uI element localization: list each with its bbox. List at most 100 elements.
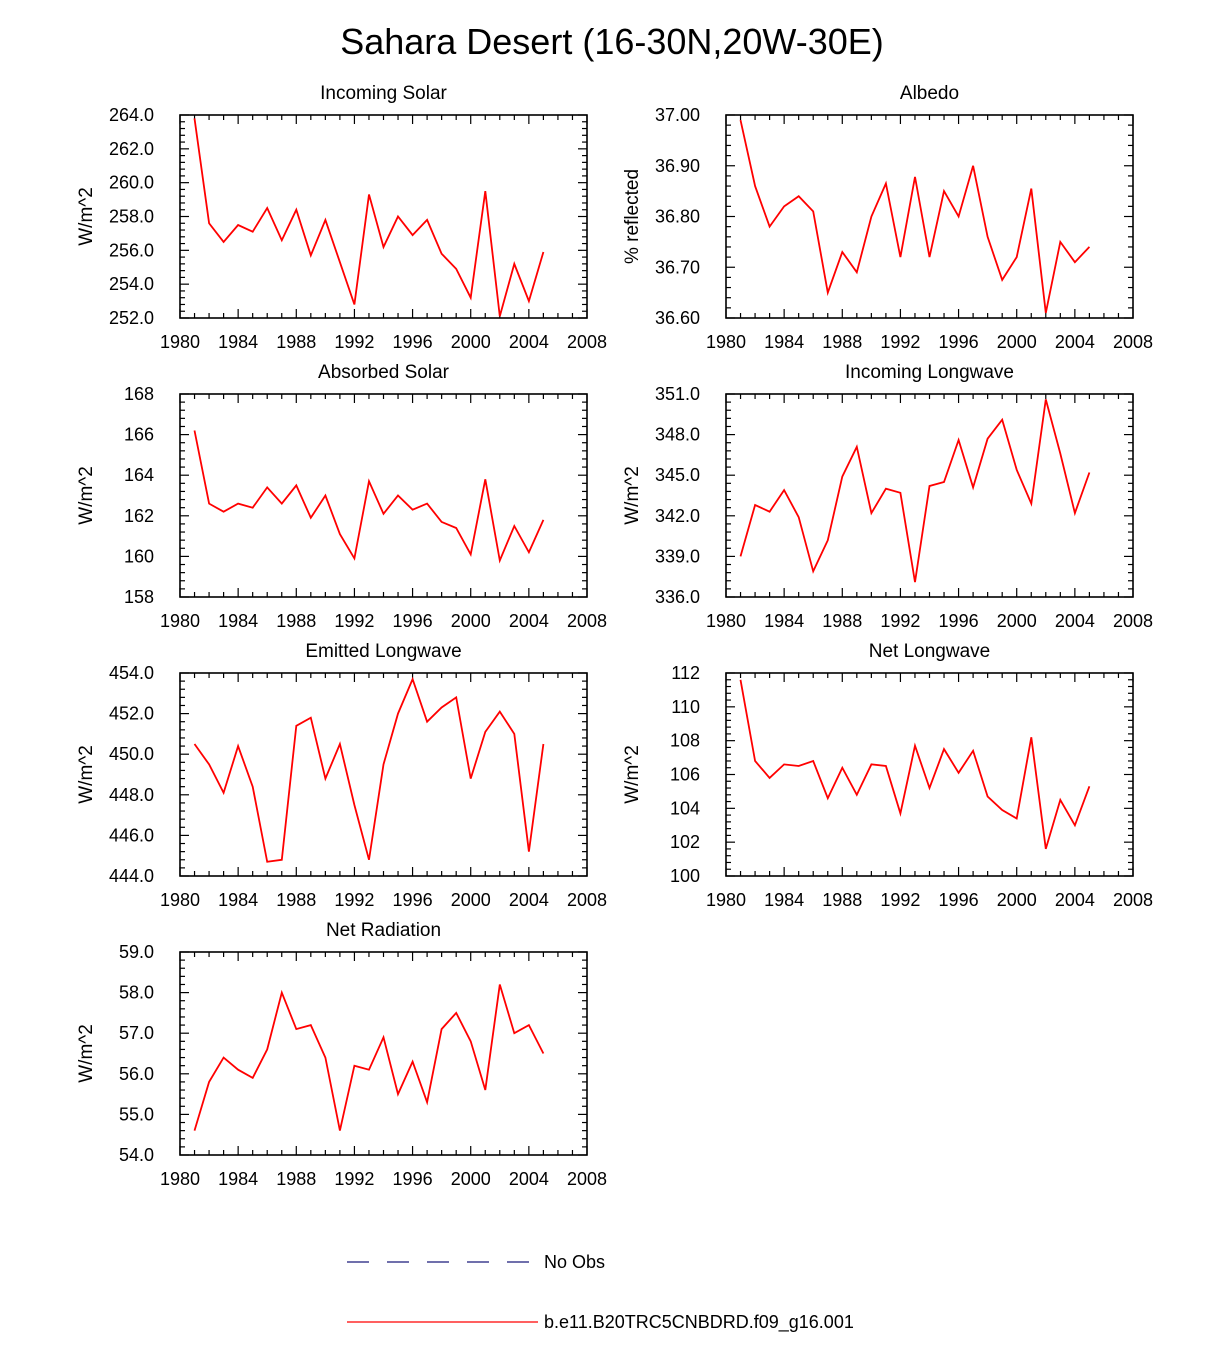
data-point-absorbed-solar — [368, 480, 370, 482]
data-point-net-radiation — [528, 1024, 530, 1026]
x-tick-label-incoming-longwave: 2004 — [1055, 611, 1095, 631]
data-point-incoming-solar — [440, 253, 442, 255]
data-point-net-radiation — [208, 1081, 210, 1083]
data-point-net-longwave — [885, 765, 887, 767]
data-point-absorbed-solar — [528, 551, 530, 553]
data-point-albedo — [754, 185, 756, 187]
data-point-absorbed-solar — [542, 519, 544, 521]
data-point-incoming-longwave — [1016, 469, 1018, 471]
data-point-incoming-solar — [237, 224, 239, 226]
data-point-incoming-longwave — [1045, 398, 1047, 400]
data-point-incoming-solar — [513, 263, 515, 265]
x-tick-label-albedo: 2008 — [1113, 332, 1153, 352]
data-point-incoming-longwave — [783, 489, 785, 491]
y-tick-label-albedo: 36.80 — [655, 207, 700, 227]
data-point-emitted-longwave — [542, 743, 544, 745]
data-point-emitted-longwave — [513, 733, 515, 735]
data-point-net-longwave — [768, 777, 770, 779]
data-point-emitted-longwave — [484, 731, 486, 733]
y-tick-label-net-longwave: 104 — [670, 798, 700, 818]
y-tick-label-absorbed-solar: 158 — [124, 587, 154, 607]
series-line-albedo — [739, 119, 1091, 314]
data-point-net-radiation — [411, 1060, 413, 1062]
data-point-incoming-longwave — [754, 504, 756, 506]
data-point-albedo — [812, 210, 814, 212]
data-point-incoming-solar — [470, 297, 472, 299]
y-tick-label-albedo: 36.60 — [655, 308, 700, 328]
data-point-net-radiation — [368, 1069, 370, 1071]
data-point-albedo — [1030, 187, 1032, 189]
x-tick-label-incoming-longwave: 1980 — [706, 611, 746, 631]
x-tick-label-absorbed-solar: 1992 — [334, 611, 374, 631]
data-point-incoming-solar — [499, 315, 501, 317]
data-point-net-longwave — [899, 812, 901, 814]
data-point-albedo — [870, 215, 872, 217]
data-point-net-radiation — [470, 1040, 472, 1042]
y-tick-label-absorbed-solar: 168 — [124, 384, 154, 404]
x-tick-label-net-radiation: 2004 — [509, 1169, 549, 1189]
y-tick-label-incoming-longwave: 345.0 — [655, 465, 700, 485]
data-point-albedo — [899, 256, 901, 258]
data-point-absorbed-solar — [397, 494, 399, 496]
data-point-albedo — [1074, 261, 1076, 263]
data-point-incoming-solar — [353, 303, 355, 305]
y-tick-label-albedo: 37.00 — [655, 105, 700, 125]
data-point-albedo — [739, 119, 741, 121]
legend: No Obs b.e11.B20TRC5CNBDRD.f09_g16.001 — [347, 1252, 854, 1333]
data-point-net-longwave — [1001, 809, 1003, 811]
x-tick-label-emitted-longwave: 1980 — [160, 890, 200, 910]
data-point-net-radiation — [295, 1028, 297, 1030]
data-point-incoming-longwave — [972, 486, 974, 488]
x-tick-label-net-longwave: 1996 — [939, 890, 979, 910]
x-tick-label-incoming-longwave: 1992 — [880, 611, 920, 631]
x-tick-label-incoming-solar: 1992 — [334, 332, 374, 352]
data-point-incoming-solar — [426, 219, 428, 221]
panel-title-emitted-longwave: Emitted Longwave — [305, 641, 461, 662]
data-point-net-longwave — [797, 765, 799, 767]
y-tick-label-net-radiation: 55.0 — [119, 1104, 154, 1124]
series-line-emitted-longwave — [193, 676, 545, 863]
data-point-emitted-longwave — [193, 743, 195, 745]
data-point-albedo — [972, 165, 974, 167]
panel-incoming-longwave: Incoming Longwave W/m^2 1980 1984 1988 1992 19… — [622, 362, 1153, 631]
data-point-incoming-solar — [397, 215, 399, 217]
data-point-incoming-longwave — [1059, 452, 1061, 454]
y-tick-label-emitted-longwave: 448.0 — [109, 785, 154, 805]
y-tick-label-emitted-longwave: 446.0 — [109, 825, 154, 845]
x-tick-label-incoming-longwave: 2000 — [997, 611, 1037, 631]
x-tick-label-incoming-solar: 1988 — [276, 332, 316, 352]
data-point-albedo — [1016, 256, 1018, 258]
y-tick-label-incoming-solar: 254.0 — [109, 274, 154, 294]
data-point-net-longwave — [1059, 799, 1061, 801]
y-tick-label-absorbed-solar: 166 — [124, 425, 154, 445]
data-point-net-radiation — [353, 1064, 355, 1066]
data-point-emitted-longwave — [208, 763, 210, 765]
data-point-incoming-solar — [222, 241, 224, 243]
data-point-net-longwave — [870, 763, 872, 765]
y-tick-label-albedo: 36.70 — [655, 257, 700, 277]
data-point-absorbed-solar — [470, 553, 472, 555]
data-point-incoming-longwave — [914, 581, 916, 583]
data-point-incoming-solar — [208, 222, 210, 224]
y-tick-label-net-longwave: 112 — [671, 663, 700, 683]
data-point-incoming-longwave — [827, 539, 829, 541]
data-point-net-longwave — [1074, 824, 1076, 826]
data-point-emitted-longwave — [353, 804, 355, 806]
data-point-incoming-solar — [193, 117, 195, 119]
data-point-net-radiation — [426, 1101, 428, 1103]
x-tick-label-net-longwave: 2004 — [1055, 890, 1095, 910]
data-point-emitted-longwave — [251, 785, 253, 787]
data-point-incoming-longwave — [1030, 502, 1032, 504]
panel-title-incoming-longwave: Incoming Longwave — [845, 362, 1014, 383]
y-tick-label-incoming-longwave: 351.0 — [655, 384, 700, 404]
data-point-net-radiation — [266, 1048, 268, 1050]
y-tick-label-absorbed-solar: 160 — [124, 546, 154, 566]
x-tick-label-incoming-solar: 2008 — [567, 332, 607, 352]
x-tick-label-net-radiation: 1992 — [334, 1169, 374, 1189]
x-tick-label-net-radiation: 2000 — [451, 1169, 491, 1189]
data-point-albedo — [827, 291, 829, 293]
data-point-absorbed-solar — [513, 525, 515, 527]
data-point-incoming-solar — [484, 190, 486, 192]
data-point-incoming-solar — [339, 261, 341, 263]
